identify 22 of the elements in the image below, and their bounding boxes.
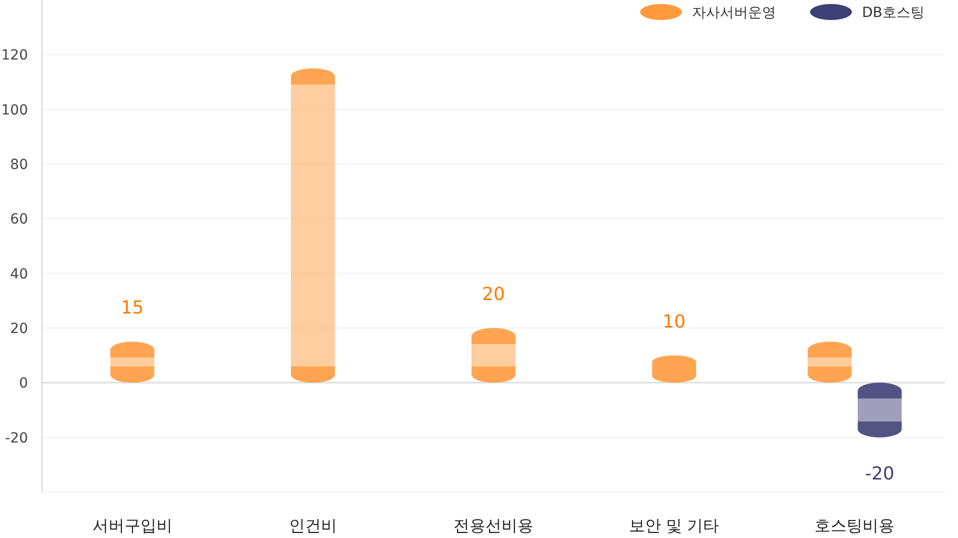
x-tick-label: 전용선비용: [454, 516, 534, 535]
y-tick-label: 120: [1, 48, 28, 64]
y-tick-label: 20: [10, 321, 28, 337]
data-label: 15: [120, 298, 144, 319]
bar: [290, 68, 335, 383]
bar: [472, 328, 516, 383]
bar: [858, 382, 902, 438]
y-tick-label: 100: [1, 102, 28, 118]
data-label: 20: [482, 284, 505, 305]
legend-label: DB호스팅: [862, 5, 924, 21]
data-label: 10: [662, 311, 686, 332]
x-tick-label: 서버구입비: [92, 516, 172, 535]
data-label: -20: [864, 463, 894, 484]
legend-label: 자사서버운영: [692, 5, 776, 21]
x-tick-label: 호스팅비용: [814, 516, 895, 535]
y-tick-label: 40: [10, 266, 28, 282]
y-tick-label: 0: [19, 376, 28, 392]
y-tick-label: 80: [10, 157, 28, 173]
y-tick-label: 60: [10, 212, 28, 228]
y-tick-label: -20: [5, 430, 28, 446]
x-tick-label: 보안 및 기타: [629, 516, 720, 535]
x-tick-label: 인건비: [288, 516, 337, 535]
